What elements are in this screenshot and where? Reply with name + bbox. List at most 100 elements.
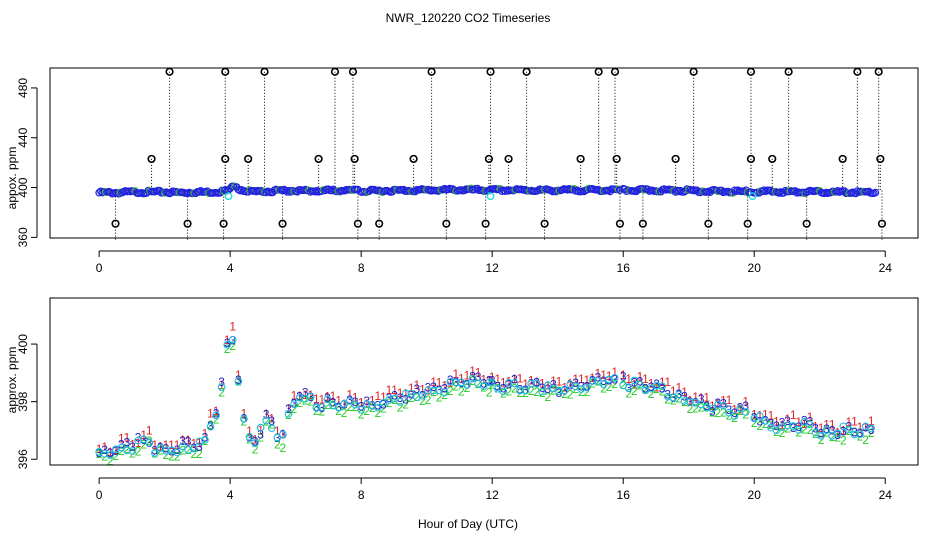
- series-2-point: 2: [742, 408, 749, 422]
- series-1-point: 1: [737, 402, 744, 416]
- series-3-point: 3: [464, 378, 471, 392]
- series-2-point: 2: [834, 431, 841, 445]
- series-1-point: 1: [246, 424, 253, 438]
- series-o-point: [385, 396, 393, 404]
- outlier-point: [147, 154, 156, 164]
- series-o-point: [312, 403, 321, 412]
- series-o-point: [345, 396, 354, 405]
- series-1-point: 1: [408, 381, 415, 395]
- series-o-point: [228, 335, 237, 344]
- series-1-point: 1: [112, 443, 119, 457]
- series-1-point: 1: [829, 418, 836, 432]
- series-2-point: 2: [851, 425, 858, 439]
- outlier-point: [353, 219, 362, 228]
- series-3-point: 3: [475, 370, 482, 384]
- series-1-point: 1: [692, 390, 699, 404]
- series-1-point: 1: [436, 375, 443, 389]
- bottom-x-tick-label: 0: [96, 488, 103, 502]
- series-1-point: 1: [319, 392, 326, 406]
- series-2-point: 2: [709, 406, 716, 420]
- series-1-point: 1: [291, 388, 298, 402]
- series-o-point: [817, 431, 825, 440]
- series-o-point: [822, 426, 831, 434]
- series-2-point: 2: [486, 386, 493, 400]
- series-2-point: 2: [319, 404, 326, 418]
- series-2-point: 2: [567, 387, 574, 401]
- series-1-point: 1: [506, 375, 513, 389]
- series-2-point: 2: [140, 437, 147, 451]
- series-2-point: 2: [720, 405, 727, 419]
- series-3-point: 3: [834, 428, 841, 442]
- series-3-point: 3: [452, 375, 459, 389]
- series-3-point: 3: [653, 377, 660, 391]
- top-y-axis: 360 400 440 480: [16, 78, 38, 247]
- series-2-point: 2: [380, 401, 387, 415]
- series-o-point: [295, 393, 304, 402]
- series-2-point: 2: [494, 382, 501, 396]
- top-x-axis: 0 4 8 12 16 20 24: [96, 250, 892, 275]
- series-o-point: [532, 379, 541, 388]
- series-1-point: 1: [179, 433, 186, 447]
- top-x-tick-label: 16: [617, 261, 631, 275]
- series-2-point: 2: [224, 342, 231, 356]
- baseline-point: [434, 187, 442, 195]
- series-1-point: 1: [335, 394, 342, 408]
- series-3-point: 3: [241, 412, 248, 426]
- series-1-point: 1: [129, 438, 136, 452]
- series-3-point: 3: [578, 379, 585, 393]
- series-2-point: 2: [358, 407, 365, 421]
- series-o-point: [647, 384, 655, 393]
- series-1-point: 1: [268, 411, 275, 425]
- outlier-point: [704, 219, 713, 228]
- top-y-axis-label: appox. ppm: [5, 147, 19, 210]
- series-3-point: 3: [375, 399, 382, 413]
- series-1-point: 1: [341, 397, 348, 411]
- series-o-point: [407, 389, 416, 398]
- dip-point: [224, 192, 233, 201]
- series-2-point: 2: [402, 397, 409, 411]
- series-1-point: 1: [784, 412, 791, 426]
- series-1-point: 1: [851, 415, 858, 429]
- series-1-point: 1: [611, 365, 618, 379]
- series-2-point: 2: [539, 386, 546, 400]
- series-o-point: [451, 378, 460, 387]
- series-3-point: 3: [790, 421, 797, 435]
- outlier-point: [838, 154, 847, 164]
- top-y-tick-label: 360: [16, 227, 30, 247]
- series-2-point: 2: [606, 380, 613, 394]
- series-1-point: 1: [380, 390, 387, 404]
- series-3-point: 3: [213, 406, 220, 420]
- series-o-point: [290, 400, 298, 409]
- series-3-point: 3: [218, 375, 225, 389]
- series-2-point: 2: [703, 400, 710, 414]
- series-3-point: 3: [703, 399, 710, 413]
- series-1-point: 1: [151, 438, 158, 452]
- series-3-point: 3: [419, 389, 426, 403]
- series-1-point: 1: [452, 367, 459, 381]
- series-3-point: 3: [561, 384, 568, 398]
- x-axis-label: Hour of Day (UTC): [418, 517, 518, 531]
- series-3-point: 3: [773, 419, 780, 433]
- series-2-point: 2: [246, 433, 253, 447]
- series-3-point: 3: [642, 382, 649, 396]
- series-2-point: 2: [218, 386, 225, 400]
- series-2-point: 2: [620, 378, 627, 392]
- series-2-point: 2: [818, 433, 825, 447]
- outlier-point: [484, 154, 494, 164]
- series-3-point: 3: [823, 422, 830, 436]
- series-o-point: [150, 449, 159, 457]
- series-2-point: 2: [795, 425, 802, 439]
- baseline-point: [460, 186, 469, 195]
- series-3-point: 3: [263, 408, 270, 422]
- series-3-point: 3: [726, 403, 733, 417]
- series-2-point: 2: [452, 380, 459, 394]
- series-3-point: 3: [659, 382, 666, 396]
- series-2-point: 2: [341, 406, 348, 420]
- series-1-point: 1: [257, 423, 264, 437]
- series-2-point: 2: [681, 395, 688, 409]
- bottom-x-tick-label: 24: [879, 488, 893, 502]
- series-3-point: 3: [352, 395, 359, 409]
- bottom-x-tick-label: 8: [358, 488, 365, 502]
- series-2-point: 2: [768, 418, 775, 432]
- series-o-point: [521, 386, 530, 395]
